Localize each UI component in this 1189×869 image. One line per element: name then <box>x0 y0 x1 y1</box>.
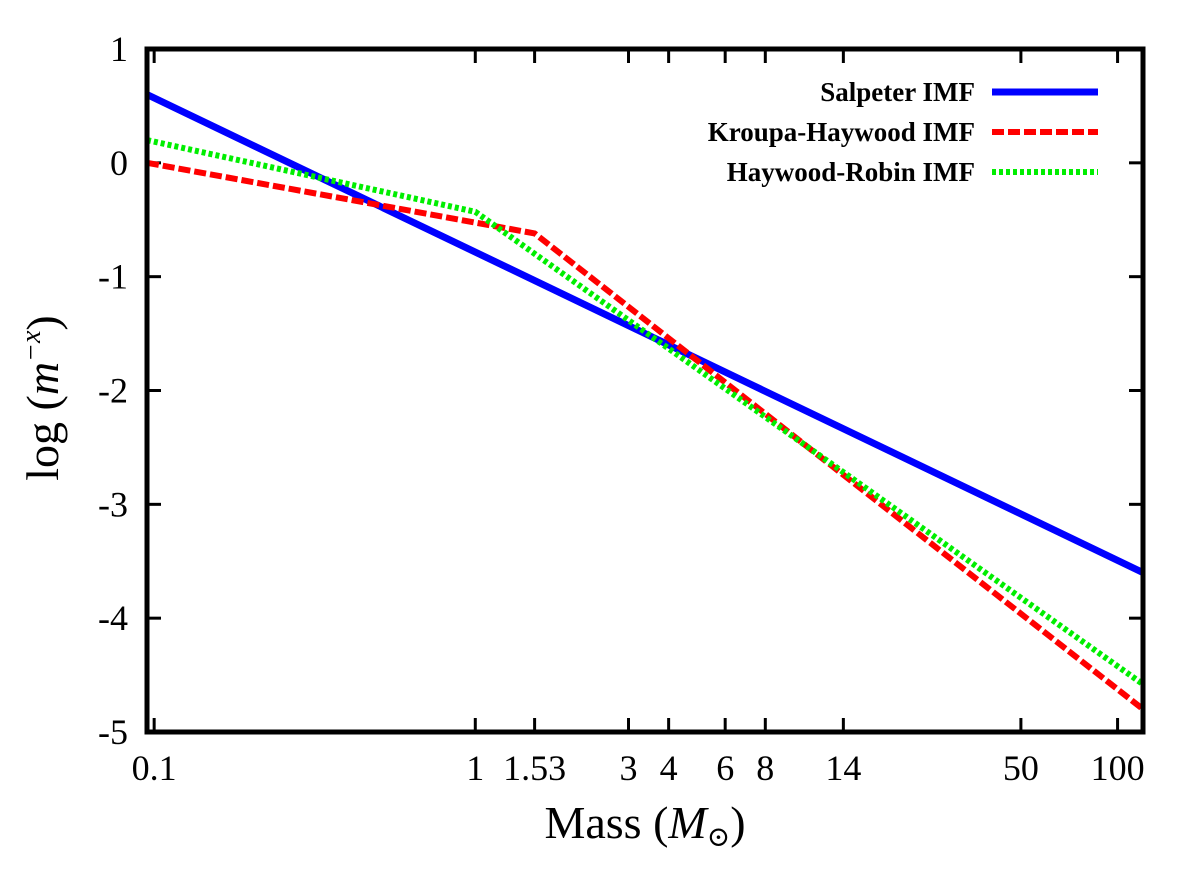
series-lines <box>145 91 1145 712</box>
legend: Salpeter IMF Kroupa-Haywood IMF Haywood-Ro… <box>708 77 1098 187</box>
legend-label: Salpeter IMF <box>820 77 975 107</box>
series-line-haywood-robin-imf <box>146 137 1145 687</box>
x-axis-title: Mass (M⊙) <box>544 797 745 853</box>
legend-label: Kroupa-Haywood IMF <box>708 117 975 147</box>
series-line-salpeter-imf <box>145 91 1145 576</box>
x-tick-label: 50 <box>1003 748 1039 788</box>
y-tick-labels: 1 0 -1 -2 -3 -4 -5 <box>98 29 128 752</box>
y-tick-label: -1 <box>98 257 128 297</box>
x-tick-label: 14 <box>825 748 861 788</box>
y-tick-label: 0 <box>110 143 128 183</box>
x-tick-label: 1 <box>466 748 484 788</box>
y-tick-label: -2 <box>98 371 128 411</box>
x-tick-label: 100 <box>1091 748 1145 788</box>
x-tick-label: 1.53 <box>503 748 566 788</box>
axis-ticks <box>147 47 1143 734</box>
y-tick-label: -4 <box>98 598 128 638</box>
series-line-kroupa-haywood-imf <box>146 159 1145 712</box>
y-axis-title: log (m−x) <box>16 315 68 481</box>
y-tick-label: 1 <box>110 29 128 69</box>
x-tick-label: 0.1 <box>132 748 177 788</box>
x-tick-labels: 0.1 1 1.53 3 4 6 8 14 50 100 <box>132 748 1145 788</box>
legend-label: Haywood-Robin IMF <box>727 157 975 187</box>
y-tick-label: -3 <box>98 484 128 524</box>
y-tick-label: -5 <box>98 712 128 752</box>
x-tick-label: 4 <box>660 748 678 788</box>
x-tick-label: 3 <box>620 748 638 788</box>
x-tick-label: 6 <box>716 748 734 788</box>
x-tick-label: 8 <box>756 748 774 788</box>
plot-frame <box>144 46 1146 735</box>
